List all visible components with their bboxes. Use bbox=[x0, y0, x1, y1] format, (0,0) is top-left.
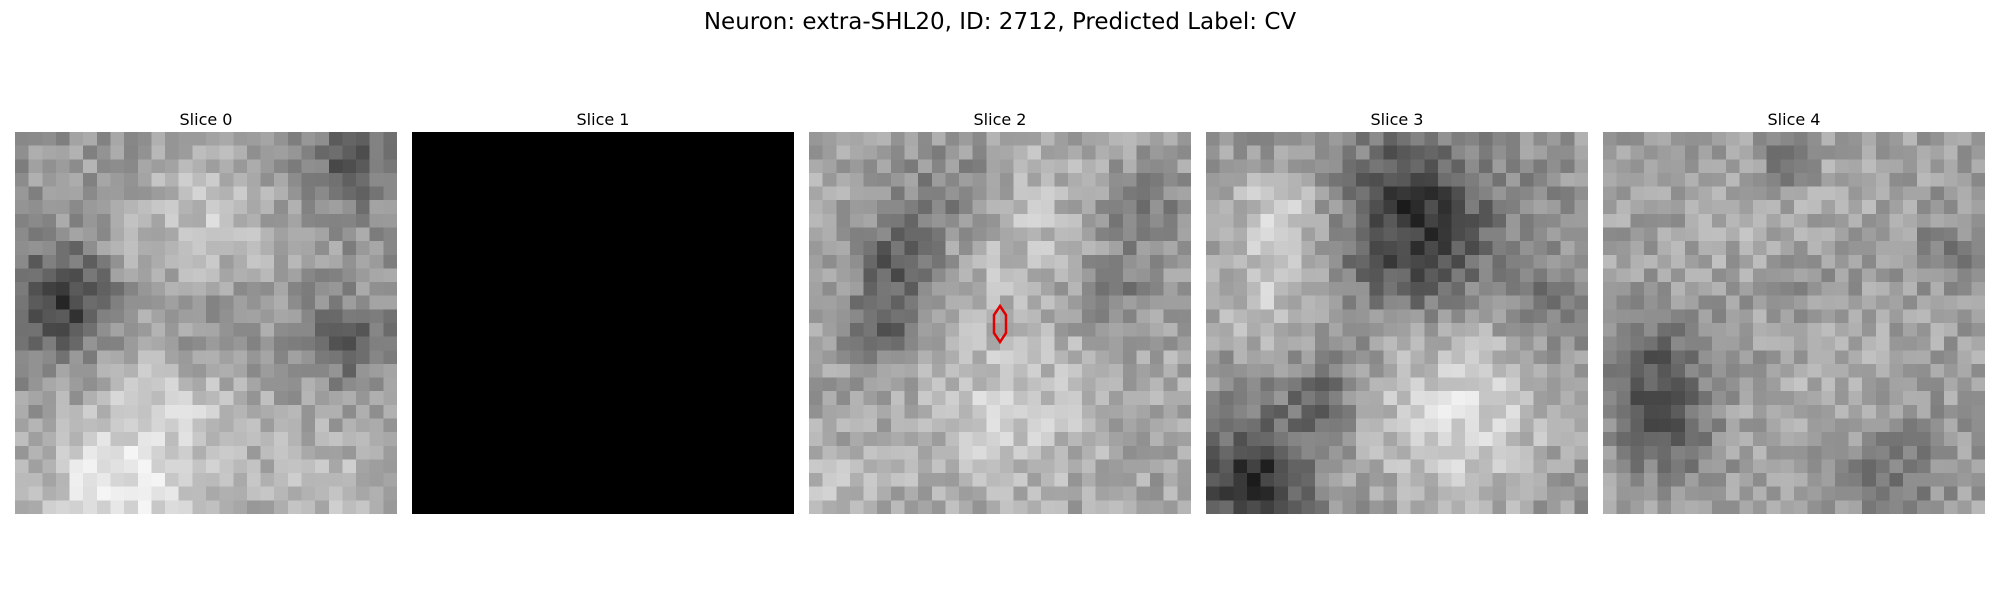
slice-1-image bbox=[412, 132, 794, 514]
slice-2-title: Slice 2 bbox=[973, 110, 1027, 129]
slice-1-panel: Slice 1 bbox=[412, 109, 794, 514]
slice-0-panel: Slice 0 bbox=[15, 109, 397, 514]
slice-0-image bbox=[15, 132, 397, 514]
center-marker-overlay bbox=[992, 303, 1008, 345]
slice-4-title: Slice 4 bbox=[1767, 110, 1821, 129]
center-marker-icon bbox=[992, 303, 1008, 345]
slice-2-image bbox=[809, 132, 1191, 514]
slice-3-panel: Slice 3 bbox=[1206, 109, 1588, 514]
slice-3-image bbox=[1206, 132, 1588, 514]
slice-4-image bbox=[1603, 132, 1985, 514]
slice-4-panel: Slice 4 bbox=[1603, 109, 1985, 514]
slice-0-title: Slice 0 bbox=[179, 110, 233, 129]
slice-1-title: Slice 1 bbox=[576, 110, 630, 129]
slice-2-panel: Slice 2 bbox=[809, 109, 1191, 514]
figure-title: Neuron: extra-SHL20, ID: 2712, Predicted… bbox=[703, 9, 1297, 35]
slice-3-title: Slice 3 bbox=[1370, 110, 1424, 129]
